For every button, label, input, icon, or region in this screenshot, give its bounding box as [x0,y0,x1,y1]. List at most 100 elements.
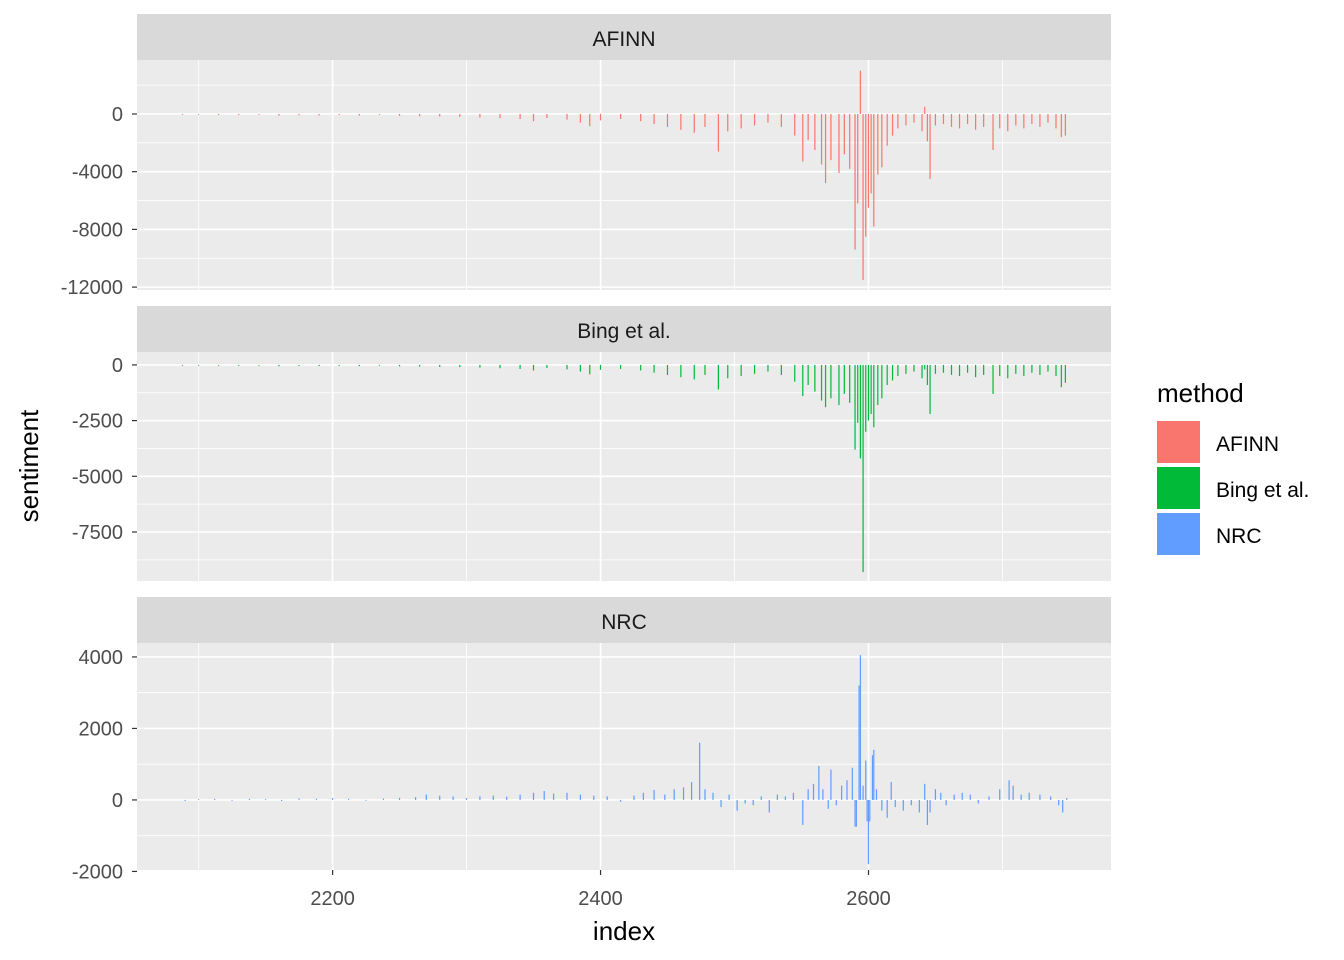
bar [740,364,742,377]
bar [566,364,568,370]
bar [532,364,535,371]
bar [318,113,320,116]
bar [704,364,706,375]
bar [969,794,971,800]
bar [566,792,568,800]
bar [717,113,719,152]
bar [331,798,334,800]
bar [606,796,608,800]
bar [720,799,722,808]
y-tick-label: 0 [112,355,123,377]
bar [870,113,872,194]
bar [873,364,875,428]
bar [830,113,832,161]
bar [950,364,953,375]
facet-strip [137,306,1111,352]
bar [543,790,545,800]
bar [398,364,401,367]
bar [1066,798,1068,800]
facet-strip-label: AFINN [593,28,656,51]
bar [897,364,899,377]
bar [988,796,990,800]
bar [905,364,907,374]
bar [736,799,738,811]
bar [929,364,931,414]
bar [727,364,729,379]
bar [881,113,883,168]
bar [693,364,695,380]
bar [913,113,915,123]
bar [579,794,581,800]
bar [579,113,581,123]
bar [921,364,923,379]
bar [519,364,521,369]
bar [690,782,693,800]
bar [653,789,655,800]
y-tick-label: 4000 [79,647,124,669]
bar [768,799,770,813]
bar [807,113,809,140]
bar [865,364,867,432]
x-tick-label: 2600 [846,888,891,910]
bar [680,113,682,130]
bar [439,113,441,117]
bar [862,785,864,800]
bar [905,113,907,126]
bar [807,364,809,385]
bar [934,789,937,800]
bar [532,113,535,122]
bar [680,364,682,378]
bar [926,364,928,385]
bar [794,364,796,382]
bar [792,792,795,800]
bar [744,799,746,804]
bar [942,364,945,373]
bar [824,364,827,408]
bar [197,364,200,366]
bar [589,113,591,127]
bar [822,789,824,800]
bar [378,364,381,366]
bar [666,113,669,127]
bar [258,113,260,115]
facet-panel: AFINN 0 -4000 -8000 -12000 [61,14,1111,299]
bar [926,113,928,142]
bar [999,789,1001,800]
legend-label: NRC [1216,525,1262,548]
bar [910,799,912,806]
bar [181,364,184,366]
y-tick-label: -5000 [72,466,123,488]
bar [378,113,381,115]
bar [1007,113,1009,132]
bar [780,364,782,375]
bar [871,755,874,800]
bar [1007,364,1009,379]
bar [891,364,894,381]
bar [886,113,888,146]
bar [934,113,937,126]
y-tick-label: -2500 [72,411,123,433]
bar [924,783,926,800]
bar [966,364,969,373]
bar [924,106,926,114]
bar [1039,364,1041,375]
bar [992,113,994,151]
bar [519,113,521,120]
bar [966,113,969,125]
bar [940,792,942,800]
bar [619,799,622,802]
bar [579,364,581,372]
bar [338,364,340,366]
bar [459,113,461,117]
bar [382,798,385,800]
bar [875,789,878,800]
bar [830,364,832,399]
y-tick-label: -12000 [61,277,123,299]
bar [566,113,568,120]
bar [857,113,859,204]
bar [865,113,867,237]
bar [849,113,851,169]
bar [479,113,481,118]
facet-strip [137,14,1111,60]
bar [398,113,401,116]
